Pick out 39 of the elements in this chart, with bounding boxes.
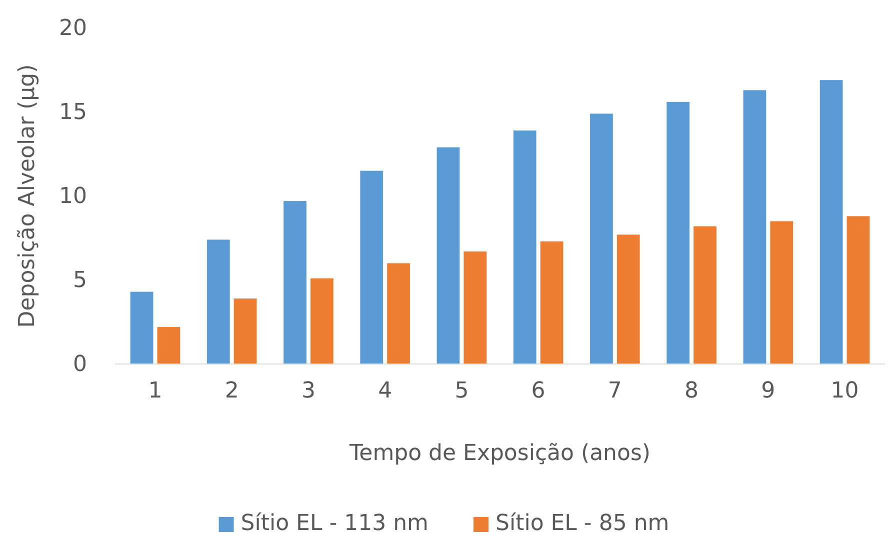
x-tick-label: 8 — [684, 378, 699, 404]
y-tick-label: 20 — [59, 16, 87, 42]
bar — [666, 102, 690, 364]
bar — [820, 80, 843, 364]
bar — [616, 234, 640, 364]
y-tick-label: 10 — [59, 184, 87, 210]
bar — [590, 114, 613, 364]
bar — [234, 298, 257, 364]
bar — [284, 201, 306, 364]
legend-label: Sítio EL - 113 nm — [240, 511, 428, 536]
x-tick-label: 9 — [761, 378, 776, 404]
x-axis-title: Tempo de Exposição (anos) — [348, 441, 651, 466]
bar — [436, 147, 460, 364]
bar — [157, 327, 180, 364]
x-tick-label: 5 — [454, 378, 469, 404]
bar — [310, 278, 334, 364]
bar — [387, 263, 410, 364]
bar — [846, 216, 870, 364]
y-tick-label: 5 — [73, 268, 87, 294]
y-axis-title: Deposição Alveolar (µg) — [15, 64, 40, 328]
bar — [513, 130, 536, 364]
x-tick-label: 4 — [378, 378, 392, 404]
y-tick-label: 15 — [59, 100, 87, 126]
bar — [464, 251, 487, 364]
x-tick-label: 6 — [531, 378, 546, 404]
x-tick-label: 2 — [224, 378, 239, 404]
x-tick-label: 7 — [608, 378, 622, 404]
y-tick-label: 0 — [73, 352, 87, 378]
x-tick-label: 1 — [148, 378, 162, 404]
x-tick-label: 3 — [301, 378, 316, 404]
bar — [360, 170, 384, 364]
bar — [770, 221, 794, 364]
bar — [540, 241, 564, 364]
bar — [743, 90, 766, 364]
bar — [130, 292, 154, 364]
bar — [694, 226, 716, 364]
bar — [206, 240, 230, 364]
x-tick-label: 10 — [830, 378, 859, 404]
legend-label: Sítio EL - 85 nm — [496, 511, 670, 536]
